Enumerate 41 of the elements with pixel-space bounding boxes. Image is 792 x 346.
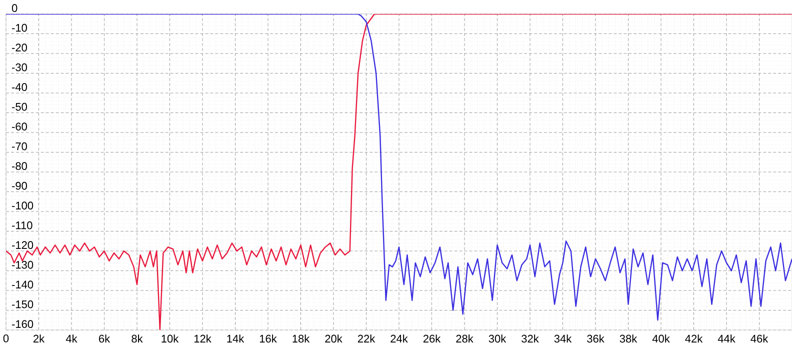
x-tick-label: 10k [162, 334, 179, 343]
y-tick-label: -10 [12, 24, 27, 32]
y-tick-label: -50 [12, 102, 27, 111]
x-tick-label: 32k [522, 334, 539, 343]
y-tick-label: -160 [12, 320, 34, 328]
y-tick-label: -120 [12, 241, 34, 249]
x-tick-label: 26k [423, 334, 441, 343]
x-tick-label: 34k [554, 334, 572, 343]
x-tick-label: 4k [66, 334, 78, 342]
y-tick-label: -90 [12, 182, 27, 190]
x-tick-label: 44k [718, 334, 736, 342]
y-tick-label: -150 [12, 300, 34, 308]
y-tick-label: -30 [12, 63, 27, 72]
y-tick-label: 0 [12, 4, 18, 12]
y-tick-label: -100 [12, 202, 34, 210]
y-tick-label: -110 [12, 221, 32, 230]
x-tick-label: 24k [390, 334, 408, 342]
y-tick-label: -70 [12, 142, 27, 150]
x-tick-label: 46k [750, 334, 768, 343]
x-tick-label: 36k [587, 334, 604, 343]
x-tick-label: 42k [685, 334, 703, 342]
y-tick-label: -60 [12, 122, 27, 130]
y-tick-label: -40 [12, 83, 27, 91]
y-tick-label: -80 [12, 162, 27, 170]
x-tick-label: 40k [652, 334, 670, 343]
x-tick-label: 28k [456, 334, 474, 343]
x-tick-label: 0 [3, 334, 9, 342]
x-tick-label: 6k [99, 334, 110, 343]
x-tick-label: 20k [325, 334, 342, 343]
y-tick-label: -140 [12, 280, 34, 288]
x-tick-label: 22k [358, 334, 376, 342]
x-tick-label: 30k [488, 334, 506, 343]
x-tick-label: 16k [260, 334, 277, 343]
x-tick-label: 12k [194, 334, 212, 342]
y-tick-label: -130 [12, 260, 34, 269]
x-tick-label: 2k [33, 334, 45, 342]
x-tick-label: 14k [227, 334, 244, 342]
y-tick-label: -20 [12, 44, 27, 52]
x-tick-label: 8k [132, 334, 143, 343]
x-tick-label: 38k [620, 334, 638, 343]
x-tick-label: 18k [292, 334, 310, 343]
